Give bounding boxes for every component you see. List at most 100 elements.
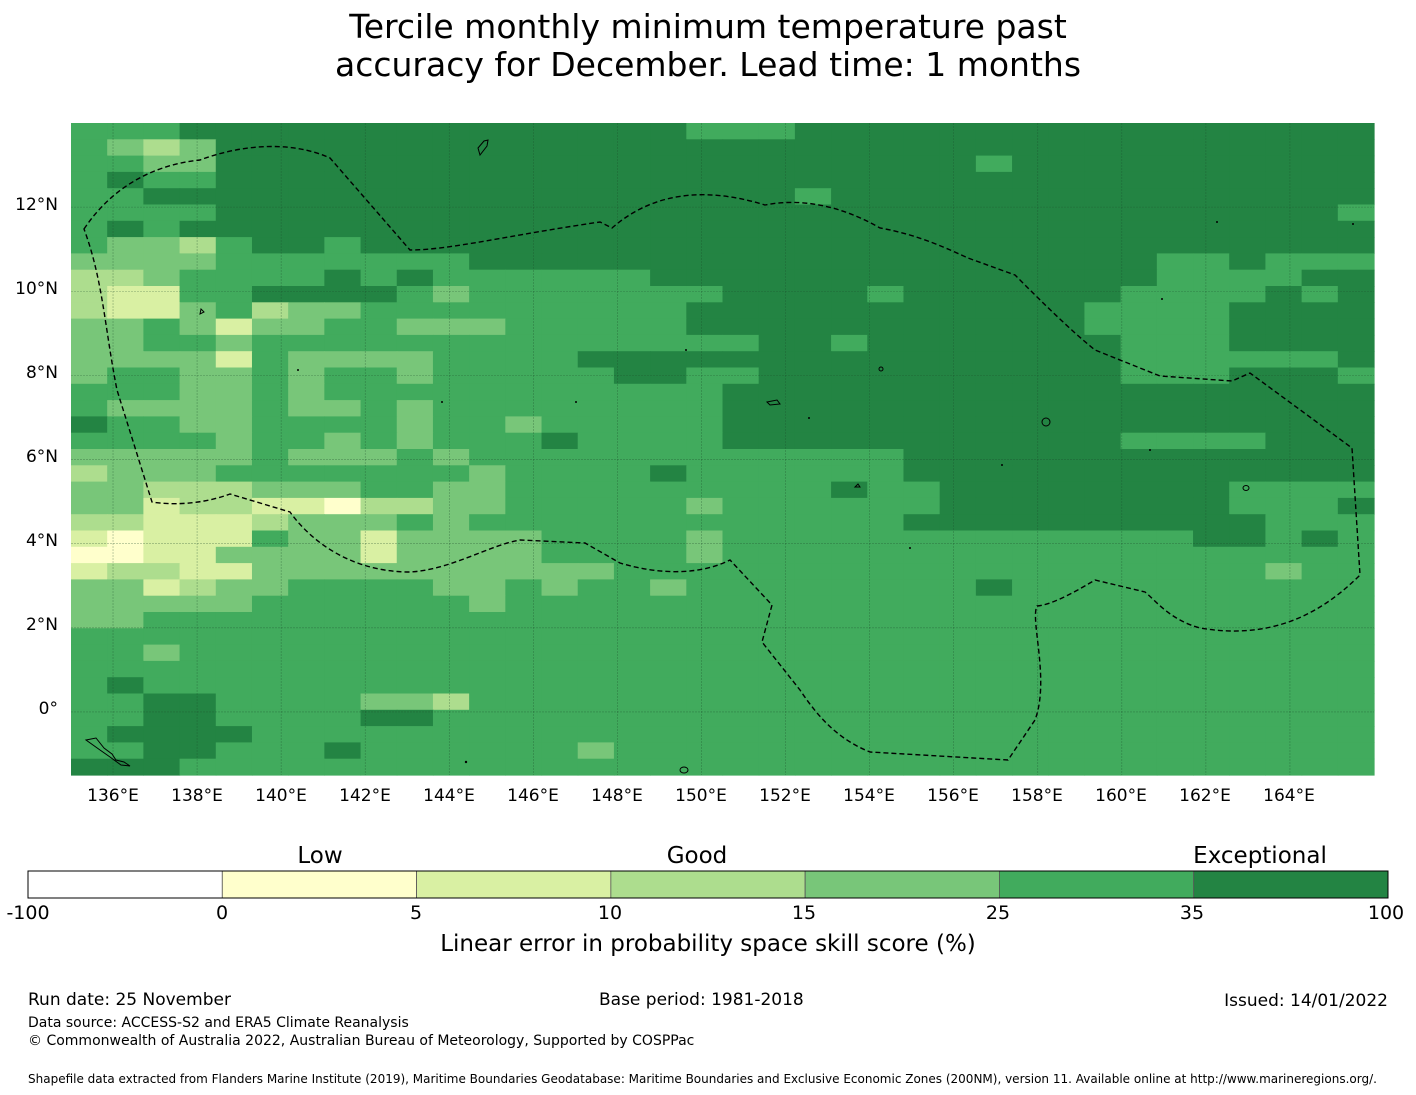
- skill-cell: [613, 612, 651, 629]
- skill-cell: [1156, 742, 1194, 760]
- skill-cell: [577, 171, 615, 189]
- skill-cell: [1156, 660, 1194, 678]
- skill-cell: [831, 286, 868, 303]
- skill-cell: [1193, 579, 1230, 597]
- skill-cell: [1084, 139, 1122, 157]
- skill-cell: [1301, 546, 1339, 564]
- skill-cell: [686, 563, 724, 580]
- skill-cell: [686, 481, 724, 499]
- skill-cell: [432, 351, 470, 369]
- skill-cell: [1048, 660, 1086, 678]
- skill-cell: [1120, 139, 1158, 157]
- skill-cell: [613, 726, 651, 743]
- skill-cell: [469, 237, 506, 254]
- skill-cell: [288, 449, 325, 466]
- skill-cell: [1337, 188, 1375, 206]
- skill-cell: [1337, 351, 1375, 369]
- skill-cell: [1120, 302, 1158, 320]
- skill-cell: [143, 481, 181, 499]
- skill-cell: [1301, 481, 1339, 499]
- skill-cell: [251, 204, 289, 222]
- skill-cell: [1120, 563, 1158, 580]
- skill-cell: [288, 563, 325, 580]
- colorbar-segment: [610, 870, 806, 899]
- skill-cell: [288, 204, 325, 222]
- skill-cell: [288, 579, 325, 597]
- skill-cell: [975, 171, 1013, 189]
- skill-cell: [794, 171, 832, 189]
- skill-cell: [288, 742, 325, 760]
- skill-cell: [831, 742, 868, 760]
- skill-cell: [686, 497, 724, 515]
- skill-cell: [722, 660, 760, 678]
- skill-cell: [1337, 432, 1375, 450]
- small-island-b: [679, 766, 689, 774]
- skill-cell: [867, 416, 905, 434]
- skill-cell: [71, 677, 108, 695]
- skill-cell: [360, 595, 398, 613]
- skill-cell: [650, 400, 687, 417]
- skill-cell: [722, 497, 760, 515]
- skill-cell: [360, 742, 398, 760]
- skill-cell: [469, 726, 506, 743]
- skill-cell: [794, 449, 832, 466]
- skill-cell: [794, 514, 832, 532]
- skill-cell: [71, 400, 108, 417]
- skill-cell: [107, 155, 144, 173]
- skill-cell: [360, 693, 398, 711]
- skill-cell: [1048, 677, 1086, 695]
- skill-cell: [1193, 612, 1230, 629]
- skill-cell: [1301, 758, 1339, 776]
- skill-cell: [288, 220, 325, 238]
- skill-cell: [251, 612, 289, 629]
- skill-cell: [939, 514, 977, 532]
- skill-cell: [1229, 514, 1267, 532]
- skill-cell: [758, 432, 796, 450]
- skill-cell: [1229, 188, 1267, 206]
- islet-11: [575, 401, 577, 403]
- skill-cell: [251, 334, 289, 352]
- skill-cell: [1156, 514, 1194, 532]
- lon-tick-label: 164°E: [1263, 786, 1315, 806]
- skill-cell: [722, 123, 760, 140]
- skill-cell: [396, 123, 434, 140]
- skill-cell: [831, 302, 868, 320]
- skill-cell: [71, 465, 108, 483]
- skill-cell: [939, 497, 977, 515]
- skill-cell: [903, 742, 941, 760]
- skill-cell: [1012, 155, 1049, 173]
- skill-cell: [288, 726, 325, 743]
- skill-cell: [215, 579, 253, 597]
- skill-cell: [432, 693, 470, 711]
- skill-cell: [469, 334, 506, 352]
- skill-cell: [650, 612, 687, 629]
- skill-cell: [939, 628, 977, 646]
- skill-cell: [1084, 432, 1122, 450]
- skill-cell: [1337, 220, 1375, 238]
- skill-cell: [722, 530, 760, 548]
- skill-cell: [1156, 237, 1194, 254]
- skill-cell: [867, 742, 905, 760]
- skill-cell: [1156, 465, 1194, 483]
- colorbar-tick: 10: [597, 902, 623, 924]
- skill-cell: [505, 139, 543, 157]
- skill-cell: [1229, 204, 1267, 222]
- skill-cell: [1229, 416, 1267, 434]
- skill-cell: [324, 416, 362, 434]
- skill-cell: [613, 595, 651, 613]
- skill-cell: [1337, 171, 1375, 189]
- skill-cell: [432, 188, 470, 206]
- skill-cell: [396, 579, 434, 597]
- skill-cell: [1120, 449, 1158, 466]
- skill-cell: [469, 188, 506, 206]
- skill-cell: [541, 237, 579, 254]
- skill-cell: [251, 497, 289, 515]
- skill-cell: [650, 709, 687, 727]
- skill-cell: [541, 742, 579, 760]
- skill-cell: [1265, 123, 1303, 140]
- skill-cell: [650, 123, 687, 140]
- skill-cell: [903, 595, 941, 613]
- skill-cell: [1012, 432, 1049, 450]
- skill-cell: [179, 530, 217, 548]
- skill-cell: [1265, 742, 1303, 760]
